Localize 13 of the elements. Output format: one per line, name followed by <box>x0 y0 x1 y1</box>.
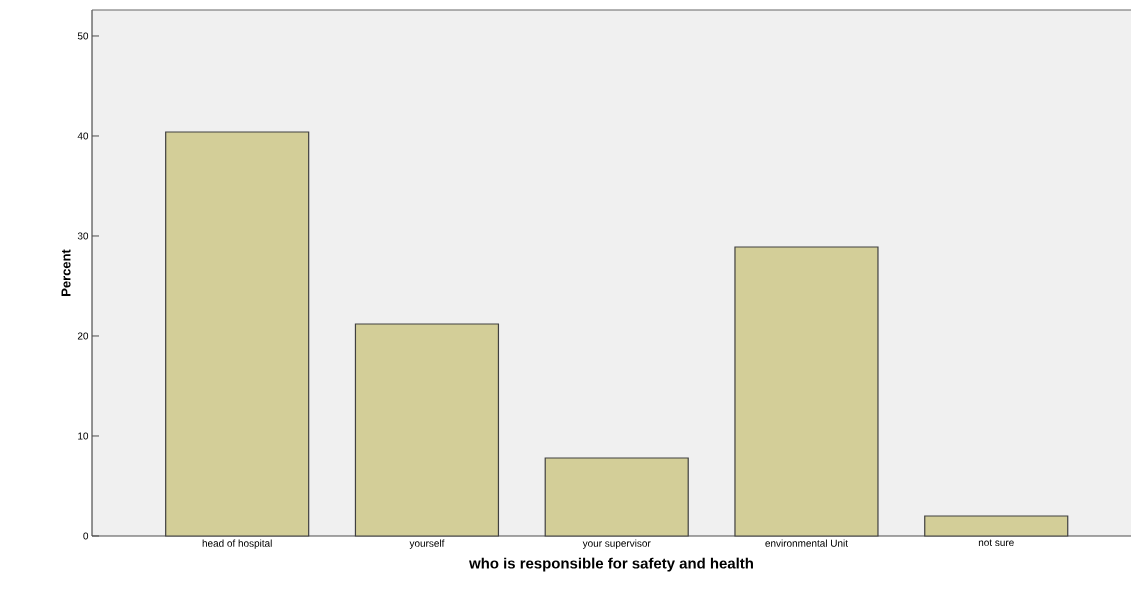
y-tick-label: 50 <box>77 32 89 40</box>
y-axis-title: Percent <box>61 249 71 296</box>
y-tick-label: 40 <box>77 132 89 140</box>
y-tick-label: 20 <box>77 332 89 340</box>
y-tick-label: 0 <box>83 532 89 540</box>
x-tick-label: head of hospital <box>202 539 272 549</box>
y-tick-label: 10 <box>78 432 89 440</box>
y-tick-label: 30 <box>77 232 89 240</box>
x-tick-label: environmental Unit <box>765 539 848 547</box>
x-tick-label: your supervisor <box>582 539 651 549</box>
x-tick-label: not sure <box>978 539 1014 547</box>
x-axis-title: who is responsible for safety and health <box>469 557 753 572</box>
x-tick-label: yourself <box>409 539 445 549</box>
